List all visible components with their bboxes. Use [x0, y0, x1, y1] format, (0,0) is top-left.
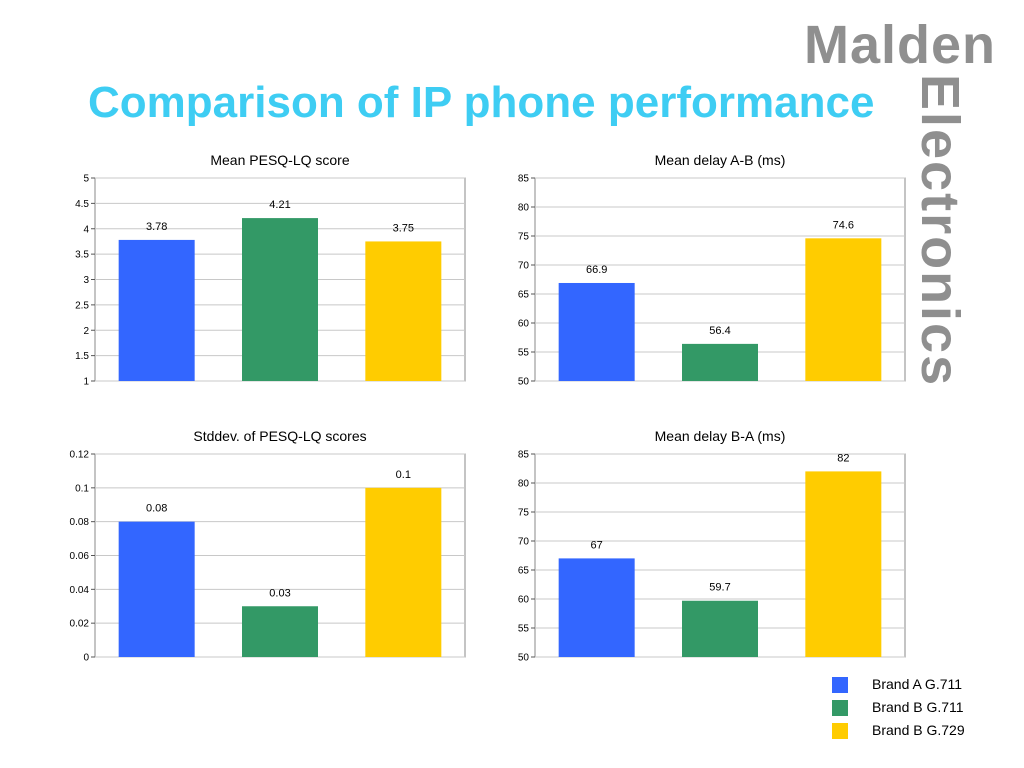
y-tick-label: 60 — [518, 319, 530, 330]
data-label: 66.9 — [586, 264, 607, 276]
data-label: 74.6 — [833, 219, 854, 231]
y-tick-label: 60 — [518, 595, 530, 606]
legend-label: Brand B G.711 — [872, 699, 964, 715]
data-label: 4.21 — [269, 199, 290, 211]
chart-mean-pesq-lq: Mean PESQ-LQ score 1 1.5 2 2.5 3 3.5 4 4.5 5 3.78 4… — [75, 152, 466, 388]
slide-title: Comparison of IP phone performance — [88, 78, 875, 127]
legend-swatch — [832, 700, 848, 716]
y-tick-label: 70 — [518, 537, 530, 548]
legend-label: Brand A G.711 — [872, 676, 963, 692]
y-tick-label: 0.02 — [70, 619, 90, 630]
bar — [558, 282, 635, 381]
y-tick-label: 0 — [83, 653, 89, 664]
bar — [242, 606, 318, 657]
chart-title: Mean delay B-A (ms) — [655, 428, 786, 444]
bar — [118, 521, 195, 657]
y-tick-label: 0.06 — [70, 551, 90, 562]
y-tick-label: 0.08 — [70, 517, 90, 528]
bar — [365, 241, 442, 381]
y-tick-label: 1 — [83, 377, 89, 388]
brand-logo-malden: Malden — [803, 15, 996, 75]
data-label: 67 — [591, 539, 603, 551]
y-tick-label: 50 — [518, 653, 530, 664]
bar — [805, 471, 882, 657]
data-label: 3.75 — [393, 222, 414, 234]
bar — [242, 218, 318, 381]
data-label: 56.4 — [709, 325, 730, 337]
y-tick-label: 0.1 — [75, 483, 89, 494]
y-tick-label: 85 — [518, 450, 530, 461]
data-label: 3.78 — [146, 221, 167, 233]
y-tick-label: 0.12 — [70, 450, 90, 461]
legend-swatch — [832, 677, 848, 693]
y-tick-label: 80 — [518, 479, 530, 490]
y-tick-label: 65 — [518, 566, 530, 577]
y-tick-label: 4 — [83, 224, 89, 235]
y-tick-label: 70 — [518, 261, 530, 272]
bar — [558, 558, 635, 657]
bar — [805, 238, 882, 381]
chart-stddev-pesq-lq: Stddev. of PESQ-LQ scores 0 0.02 0.04 0.06 0.… — [70, 428, 466, 664]
y-tick-label: 85 — [518, 174, 530, 185]
y-tick-label: 3.5 — [75, 250, 89, 261]
y-tick-label: 80 — [518, 203, 530, 214]
chart-title: Stddev. of PESQ-LQ scores — [193, 428, 366, 444]
y-tick-label: 5 — [83, 174, 89, 185]
y-tick-label: 2.5 — [75, 300, 89, 311]
data-label: 0.08 — [146, 503, 167, 515]
y-tick-label: 2 — [83, 326, 89, 337]
y-tick-label: 1.5 — [75, 351, 89, 362]
y-tick-label: 3 — [83, 275, 89, 286]
y-tick-label: 75 — [518, 508, 530, 519]
bar — [682, 600, 758, 657]
bar — [682, 343, 758, 381]
chart-mean-delay-ba: Mean delay B-A (ms) 50 55 60 65 70 75 80 85 67 59.… — [518, 428, 906, 664]
data-label: 0.1 — [396, 469, 411, 481]
y-tick-label: 4.5 — [75, 199, 89, 210]
legend-swatch — [832, 723, 848, 739]
data-label: 59.7 — [709, 582, 730, 594]
chart-title: Mean delay A-B (ms) — [655, 152, 786, 168]
chart-mean-delay-ab: Mean delay A-B (ms) 50 55 60 65 70 75 80 85 66.9 5… — [518, 152, 906, 388]
y-tick-label: 65 — [518, 290, 530, 301]
y-tick-label: 0.04 — [70, 585, 90, 596]
bar — [365, 487, 442, 657]
y-tick-label: 55 — [518, 348, 530, 359]
legend-label: Brand B G.729 — [872, 722, 965, 738]
y-tick-label: 75 — [518, 232, 530, 243]
y-tick-label: 55 — [518, 624, 530, 635]
y-tick-label: 50 — [518, 377, 530, 388]
chart-title: Mean PESQ-LQ score — [210, 152, 349, 168]
bar — [118, 239, 195, 381]
data-label: 82 — [837, 452, 849, 464]
data-label: 0.03 — [269, 587, 290, 599]
